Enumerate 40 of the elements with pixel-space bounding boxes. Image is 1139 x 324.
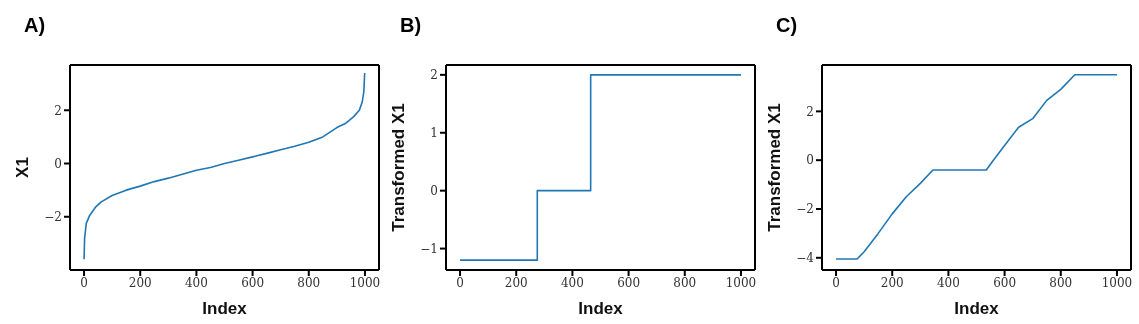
chart-title: C) — [775, 13, 799, 38]
y-axis-title: Transformed X1 — [388, 103, 408, 232]
chart-title: B) — [399, 13, 423, 38]
y-tick-label: −4 — [796, 251, 815, 266]
y-tick-label: 1 — [430, 126, 438, 141]
x-axis-title: Index — [202, 299, 248, 318]
y-tick-label: 0 — [430, 183, 438, 198]
x-tick-label: 400 — [184, 275, 208, 290]
y-tick-label: 0 — [54, 156, 62, 171]
y-tick-label: 2 — [806, 104, 814, 119]
line-series — [835, 73, 1118, 260]
x-tick-label: 1000 — [1101, 275, 1133, 290]
y-tick-label: 0 — [806, 153, 814, 168]
x-axis-title: Index — [578, 299, 624, 318]
line-series — [83, 72, 366, 261]
x-tick-label: 800 — [1049, 275, 1073, 290]
x-tick-label: 200 — [880, 275, 904, 290]
chart-title: A) — [23, 13, 47, 38]
x-tick-label: 200 — [504, 275, 528, 290]
y-tick-label: −1 — [420, 241, 438, 256]
y-axis-title: X1 — [12, 157, 32, 178]
x-tick-label: 600 — [617, 275, 641, 290]
x-tick-label: 0 — [80, 275, 88, 290]
x-tick-label: 200 — [128, 275, 152, 290]
x-tick-label: 400 — [560, 275, 584, 290]
x-tick-label: 800 — [297, 275, 321, 290]
y-tick-label: 2 — [430, 68, 438, 83]
x-tick-label: 800 — [673, 275, 697, 290]
x-tick-label: 0 — [456, 275, 464, 290]
x-tick-label: 1000 — [725, 275, 757, 290]
y-tick-label: −2 — [44, 210, 62, 225]
x-tick-label: 0 — [832, 275, 840, 290]
y-tick-label: 2 — [54, 103, 62, 118]
x-tick-label: 1000 — [349, 275, 381, 290]
y-axis-title: Transformed X1 — [764, 103, 784, 232]
x-tick-label: 400 — [936, 275, 960, 290]
x-tick-label: 600 — [241, 275, 265, 290]
y-tick-label: −2 — [796, 202, 814, 217]
x-axis-title: Index — [954, 299, 1000, 318]
x-tick-label: 600 — [993, 275, 1017, 290]
